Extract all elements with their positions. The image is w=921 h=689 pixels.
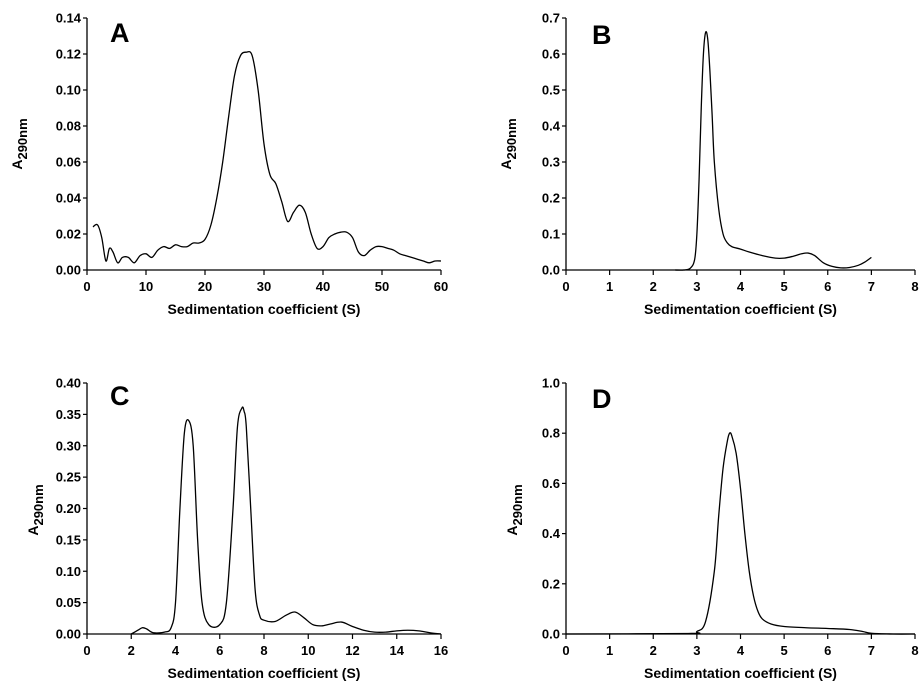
y-tick-label: 0.25 — [56, 470, 81, 485]
y-axis-title-main: A — [9, 160, 25, 170]
x-tick-label: 50 — [375, 279, 389, 294]
y-tick-label: 0.1 — [542, 227, 560, 242]
y-tick-label: 0.2 — [542, 576, 560, 591]
x-tick-label: 1 — [606, 279, 613, 294]
y-tick-label: 0.5 — [542, 83, 560, 98]
y-tick-label: 0.00 — [56, 627, 81, 642]
y-tick-label: 0.02 — [56, 227, 81, 242]
series-line — [130, 406, 442, 635]
x-tick-label: 6 — [216, 643, 223, 658]
x-tick-label: 3 — [693, 279, 700, 294]
y-tick-label: 0.30 — [56, 438, 81, 453]
x-tick-label: 16 — [434, 643, 448, 658]
y-tick-label: 0.8 — [542, 426, 560, 441]
y-tick-label: 0.20 — [56, 501, 81, 516]
panel-letter: D — [592, 384, 612, 414]
x-tick-label: 4 — [737, 279, 745, 294]
x-tick-label: 0 — [83, 279, 90, 294]
y-tick-label: 0.3 — [542, 155, 560, 170]
y-tick-label: 0.6 — [542, 476, 560, 491]
y-tick-label: 0.05 — [56, 595, 81, 610]
y-axis-title: A290nm — [498, 118, 519, 169]
x-tick-label: 30 — [257, 279, 271, 294]
series-line — [675, 30, 872, 271]
y-tick-label: 0.06 — [56, 155, 81, 170]
y-tick-label: 0.35 — [56, 407, 81, 422]
y-tick-label: 0.10 — [56, 83, 81, 98]
panel-letter: A — [110, 18, 130, 48]
y-axis-title-subscript: 290nm — [15, 118, 30, 159]
y-tick-label: 0.15 — [56, 532, 81, 547]
series-line — [92, 50, 442, 264]
panel-letter: B — [592, 20, 612, 50]
y-axis-title-main: A — [25, 526, 41, 536]
y-tick-label: 0.12 — [56, 47, 81, 62]
y-tick-label: 0.7 — [542, 11, 560, 26]
panel-d: 0.0 0.2 0.4 0.6 0.8 1.0 0 1 2 3 4 5 6 7 8 Sedimentation… — [504, 376, 919, 682]
y-tick-label: 0.6 — [542, 47, 560, 62]
y-axis-title: A290nm — [504, 484, 525, 535]
x-tick-label: 5 — [781, 643, 788, 658]
x-tick-label: 60 — [434, 279, 448, 294]
x-tick-label: 10 — [139, 279, 153, 294]
y-tick-label: 0.04 — [56, 191, 82, 206]
y-tick-label: 0.08 — [56, 119, 81, 134]
x-tick-label: 0 — [562, 279, 569, 294]
x-tick-label: 2 — [128, 643, 135, 658]
x-tick-label: 6 — [824, 279, 831, 294]
x-tick-label: 5 — [781, 279, 788, 294]
y-tick-label: 0.0 — [542, 627, 560, 642]
y-tick-label: 0.40 — [56, 376, 81, 391]
panel-b: 0.0 0.1 0.2 0.3 0.4 0.5 0.6 0.7 0 1 2 3 4 5 6 7 8 Sedimen… — [498, 11, 919, 318]
y-tick-label: 0.10 — [56, 564, 81, 579]
y-axis-title-subscript: 290nm — [504, 118, 519, 159]
panel-a: 0.00 0.02 0.04 0.06 0.08 0.10 0.12 0.14 0 10 20 30 4… — [9, 11, 448, 318]
x-axis-title: Sedimentation coefficient (S) — [644, 301, 837, 317]
y-tick-label: 0.2 — [542, 191, 560, 206]
panel-c: 0.00 0.05 0.10 0.15 0.20 0.25 0.30 0.35 0.40 0 2 4 6… — [25, 376, 448, 682]
y-axis-title-main: A — [504, 526, 520, 536]
x-tick-label: 0 — [562, 643, 569, 658]
panel-letter: C — [110, 381, 130, 411]
y-tick-label: 1.0 — [542, 376, 560, 391]
y-axis-title-subscript: 290nm — [510, 484, 525, 525]
series-line — [565, 432, 916, 635]
y-tick-label: 0.14 — [56, 11, 82, 26]
y-tick-label: 0.00 — [56, 263, 81, 278]
x-axis-title: Sedimentation coefficient (S) — [168, 665, 361, 681]
x-tick-label: 10 — [301, 643, 315, 658]
y-tick-label: 0.4 — [542, 526, 561, 541]
x-tick-label: 4 — [737, 643, 745, 658]
x-tick-label: 12 — [345, 643, 359, 658]
x-tick-label: 2 — [650, 279, 657, 294]
x-tick-label: 8 — [911, 643, 918, 658]
y-tick-label: 0.0 — [542, 263, 560, 278]
x-tick-label: 40 — [316, 279, 330, 294]
x-tick-label: 14 — [390, 643, 405, 658]
x-tick-label: 4 — [172, 643, 180, 658]
x-axis-title: Sedimentation coefficient (S) — [644, 665, 837, 681]
y-axis-title: A290nm — [25, 484, 46, 535]
x-tick-label: 3 — [693, 643, 700, 658]
y-axis-title-main: A — [498, 160, 514, 170]
y-axis-title-subscript: 290nm — [31, 484, 46, 525]
x-tick-label: 7 — [868, 279, 875, 294]
x-tick-label: 2 — [650, 643, 657, 658]
x-tick-label: 1 — [606, 643, 613, 658]
x-tick-label: 8 — [911, 279, 918, 294]
y-tick-label: 0.4 — [542, 119, 561, 134]
x-tick-label: 7 — [868, 643, 875, 658]
x-axis-title: Sedimentation coefficient (S) — [168, 301, 361, 317]
x-tick-label: 20 — [198, 279, 212, 294]
x-tick-label: 8 — [260, 643, 267, 658]
x-tick-label: 6 — [824, 643, 831, 658]
x-tick-label: 0 — [83, 643, 90, 658]
y-axis-title: A290nm — [9, 118, 30, 169]
